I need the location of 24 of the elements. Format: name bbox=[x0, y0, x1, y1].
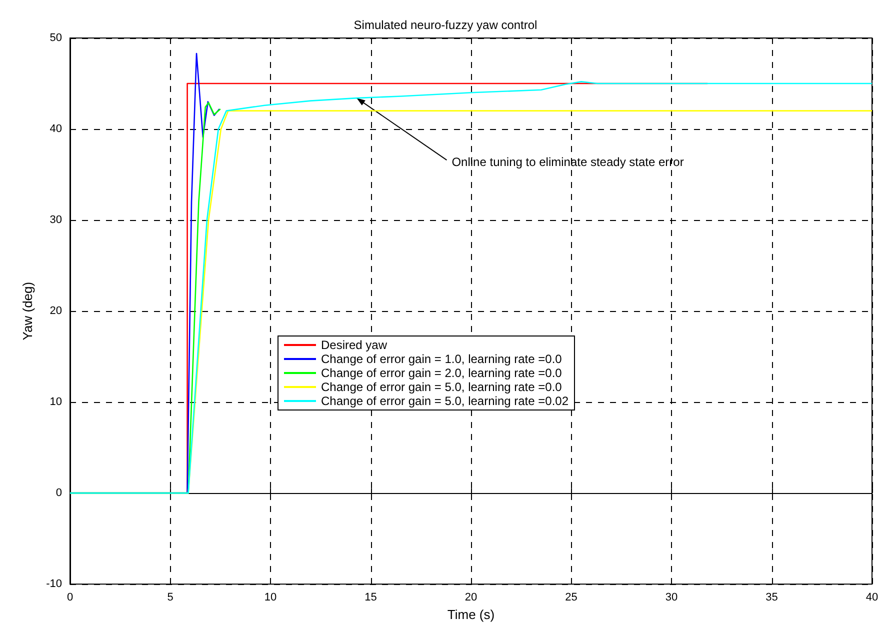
y-tick-label: -10 bbox=[46, 578, 62, 590]
legend-label: Change of error gain = 5.0, learning rate =0.0 bbox=[321, 380, 562, 394]
x-tick-label: 20 bbox=[464, 592, 478, 604]
chart-title: Simulated neuro-fuzzy yaw control bbox=[354, 18, 538, 32]
y-tick-label: 10 bbox=[50, 396, 62, 408]
x-tick-label: 30 bbox=[665, 592, 678, 604]
x-axis-title: Time (s) bbox=[447, 607, 495, 622]
y-tick-label: 30 bbox=[50, 214, 62, 226]
legend-label: Change of error gain = 1.0, learning rate =0.0 bbox=[321, 352, 562, 366]
x-tick-label: 10 bbox=[264, 592, 277, 604]
y-tick-label: 20 bbox=[50, 305, 62, 318]
x-tick-label: 35 bbox=[766, 592, 778, 604]
legend-label: Desired yaw bbox=[321, 338, 388, 352]
legend-label: Change of error gain = 5.0, learning rate =0.02 bbox=[321, 394, 569, 408]
x-tick-label: 5 bbox=[167, 592, 174, 604]
x-tick-label: 25 bbox=[565, 592, 578, 604]
x-tick-label: 0 bbox=[66, 592, 74, 604]
y-axis-title: Yaw (deg) bbox=[20, 282, 35, 340]
x-tick-label: 40 bbox=[866, 592, 878, 604]
x-tick-label: 15 bbox=[364, 592, 377, 604]
y-tick-label: 40 bbox=[50, 123, 62, 136]
y-tick-label: 50 bbox=[50, 32, 62, 44]
y-tick-label: 0 bbox=[56, 487, 62, 500]
legend-label: Change of error gain = 2.0, learning rate =0.0 bbox=[321, 366, 562, 380]
